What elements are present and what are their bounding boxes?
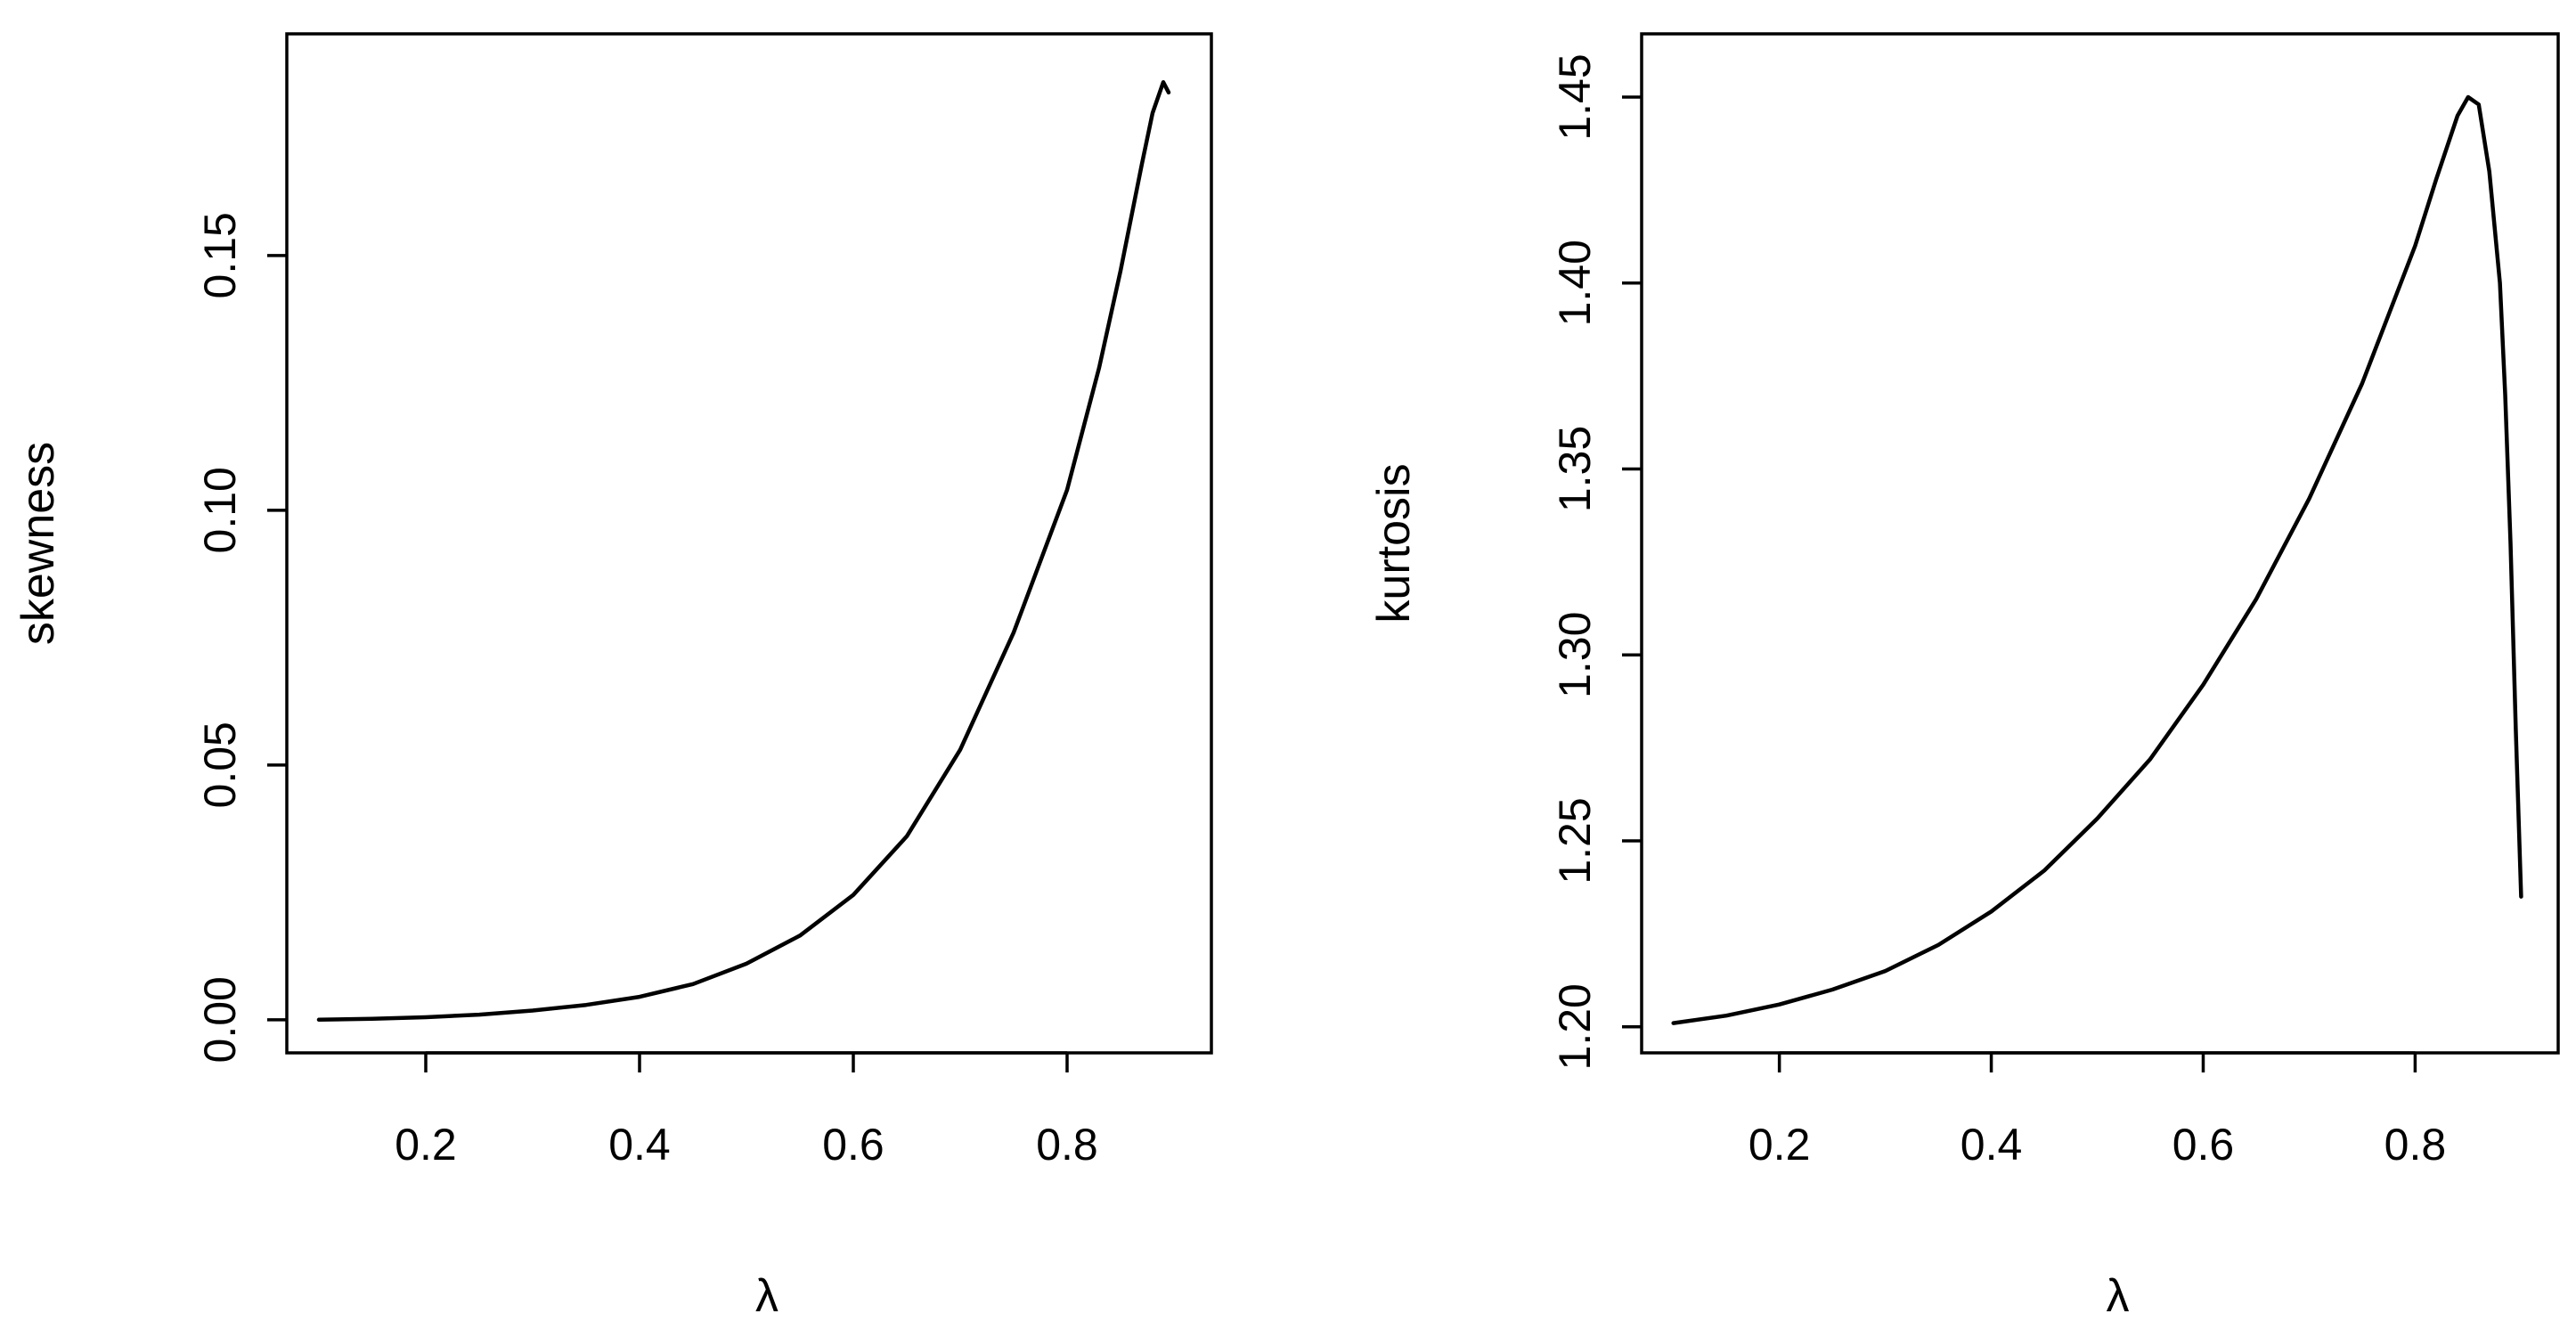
kurtosis-x-tick-label: 0.8	[2384, 1120, 2447, 1170]
kurtosis-panel: 0.2 0.4 0.6 0.8 1.20 1.25 1.30 1.35 1.40 1.45 λ kur…	[1368, 32, 2560, 1322]
skewness-x-tick-label: 0.6	[822, 1120, 884, 1170]
kurtosis-y-tick-label: 1.30	[1550, 612, 1600, 698]
skewness-y-tick-label: 0.05	[195, 721, 245, 808]
skewness-panel: 0.2 0.4 0.6 0.8 0.00 0.05 0.10 0.15 λ skewness	[12, 32, 1213, 1322]
kurtosis-x-axis-label: λ	[2107, 1270, 2130, 1322]
skewness-y-tick-label: 0.00	[195, 976, 245, 1063]
kurtosis-x-tick-label: 0.2	[1749, 1120, 1811, 1170]
kurtosis-y-tick-label: 1.20	[1550, 983, 1600, 1070]
skewness-x-tick-label: 0.4	[608, 1120, 671, 1170]
kurtosis-x-tick-label: 0.6	[2172, 1120, 2235, 1170]
skewness-y-tick-label: 0.10	[195, 467, 245, 553]
kurtosis-y-tick-label: 1.35	[1550, 426, 1600, 512]
skewness-x-axis-label: λ	[755, 1270, 779, 1322]
kurtosis-y-tick-label: 1.25	[1550, 797, 1600, 884]
skewness-x-tick-label: 0.2	[395, 1120, 457, 1170]
kurtosis-y-axis-label: kurtosis	[1368, 463, 1420, 623]
kurtosis-curve	[1671, 94, 2523, 1025]
skewness-curve	[316, 80, 1171, 1023]
skewness-y-tick-label: 0.15	[195, 212, 245, 298]
skewness-x-tick-label: 0.8	[1036, 1120, 1098, 1170]
skewness-plot-frame	[285, 32, 1213, 1055]
kurtosis-plot-frame	[1640, 32, 2560, 1055]
kurtosis-x-tick-label: 0.4	[1961, 1120, 2023, 1170]
kurtosis-y-tick-label: 1.40	[1550, 240, 1600, 326]
skewness-y-axis-label: skewness	[12, 442, 64, 645]
kurtosis-y-tick-label: 1.45	[1550, 53, 1600, 140]
